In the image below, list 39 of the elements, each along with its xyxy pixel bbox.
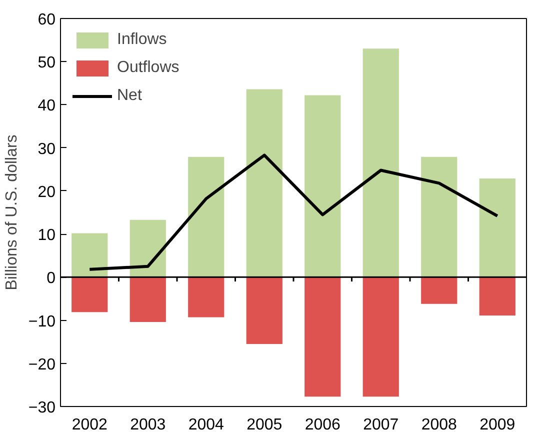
y-tick-label: 60 (38, 12, 56, 28)
bar (362, 48, 399, 278)
bar (130, 277, 166, 322)
legend-label: Outflows (117, 59, 180, 77)
x-tick-label: 2003 (130, 416, 166, 432)
bar (304, 95, 341, 278)
y-tick-label: 0 (46, 270, 56, 288)
x-tick-label: 2004 (188, 416, 224, 432)
x-tick-label: 2008 (421, 416, 458, 432)
bar (246, 89, 282, 278)
y-tick-label: −20 (28, 356, 56, 374)
bar (188, 277, 224, 318)
y-tick-label: 50 (38, 54, 56, 72)
y-tick-label: 30 (38, 140, 56, 158)
legend-label: Net (117, 87, 142, 105)
x-tick-label: 2007 (363, 416, 399, 432)
y-axis-title: Billions of U.S. dollars (3, 134, 20, 290)
bar (72, 277, 108, 312)
x-tick-label: 2006 (304, 416, 341, 432)
bar (479, 277, 516, 316)
y-tick-label: 20 (38, 184, 56, 201)
x-tick-label: 2009 (480, 416, 516, 432)
bar (246, 277, 282, 344)
legend-label: Inflows (117, 31, 167, 49)
x-tick-label: 2005 (246, 416, 282, 432)
bar (421, 156, 458, 278)
bar (72, 233, 108, 278)
y-tick-label: 10 (38, 227, 56, 244)
bar (130, 220, 166, 278)
line-series (88, 154, 499, 271)
bar (362, 277, 399, 397)
y-tick-label: −30 (28, 400, 56, 416)
bar (188, 156, 224, 278)
bar (479, 178, 516, 278)
y-tick-label: −10 (28, 313, 56, 330)
x-tick-label: 2002 (72, 416, 108, 432)
y-tick-label: 40 (38, 98, 56, 115)
bar (304, 277, 341, 397)
bar (421, 277, 458, 304)
